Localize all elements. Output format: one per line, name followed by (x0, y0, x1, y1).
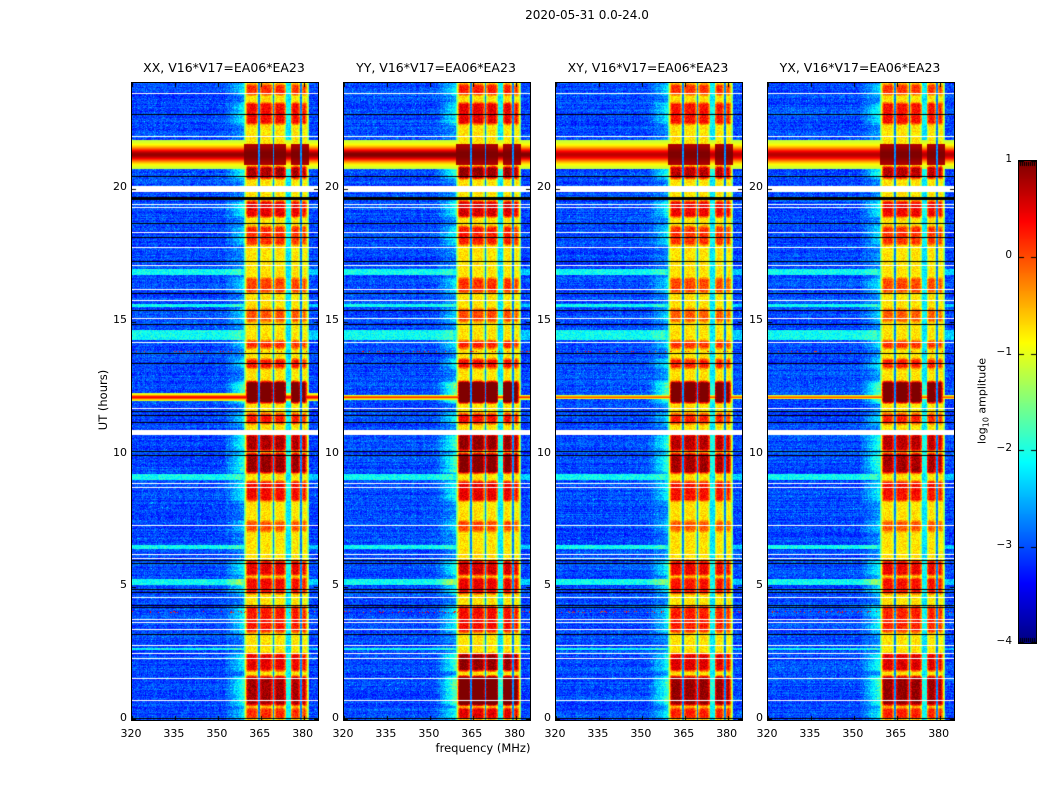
y-tick-label: 5 (756, 578, 763, 592)
x-tick-label: 335 (587, 727, 609, 740)
y-tick-label: 0 (544, 711, 551, 724)
spectrogram-xy (555, 82, 743, 721)
y-axis-label: UT (hours) (96, 369, 110, 431)
y-tick-label: 5 (120, 578, 127, 592)
y-tick-label: 5 (544, 578, 551, 592)
colorbar-tick-label: −2 (996, 442, 1012, 455)
y-tick-label: 10 (325, 445, 339, 459)
x-tick-label: 320 (120, 727, 142, 740)
y-tick-label: 20 (113, 180, 127, 194)
colorbar-tick-label: 0 (1005, 249, 1012, 262)
panel-xx: XX, V16*V17=EA06*EA23 (131, 0, 319, 800)
x-tick-label: 380 (504, 727, 526, 740)
x-tick-label: 365 (249, 727, 271, 740)
figure-title: 2020-05-31 0.0-24.0 (525, 8, 649, 22)
y-tick-label: 15 (325, 312, 339, 326)
y-tick-label: 0 (332, 711, 339, 724)
y-tick-label: 20 (749, 180, 763, 194)
panel-title-xy: XY, V16*V17=EA06*EA23 (567, 60, 729, 75)
x-tick-label: 350 (418, 727, 440, 740)
panel-title-yy: YY, V16*V17=EA06*EA23 (356, 60, 516, 75)
x-tick-label: 350 (206, 727, 228, 740)
x-tick-label: 350 (842, 727, 864, 740)
y-tick-label: 10 (537, 445, 551, 459)
y-tick-label: 15 (537, 312, 551, 326)
spectrogram-yy (343, 82, 531, 721)
panel-title-xx: XX, V16*V17=EA06*EA23 (143, 60, 305, 75)
x-tick-label: 380 (928, 727, 950, 740)
colorbar-label: log10 amplitude (975, 357, 991, 445)
spectrogram-xx (131, 82, 319, 721)
y-tick-label: 5 (332, 578, 339, 592)
x-tick-label: 365 (461, 727, 483, 740)
panel-xy: XY, V16*V17=EA06*EA23 (555, 0, 743, 800)
y-tick-label: 20 (325, 180, 339, 194)
panel-title-yx: YX, V16*V17=EA06*EA23 (779, 60, 941, 75)
x-tick-label: 320 (332, 727, 354, 740)
x-axis-label: frequency (MHz) (435, 741, 531, 755)
x-tick-label: 380 (716, 727, 738, 740)
colorbar (1018, 160, 1037, 644)
x-tick-label: 320 (544, 727, 566, 740)
y-tick-label: 20 (537, 180, 551, 194)
x-tick-label: 335 (799, 727, 821, 740)
colorbar-tick-label: −4 (996, 635, 1012, 647)
x-tick-label: 380 (292, 727, 314, 740)
y-tick-label: 0 (120, 711, 127, 724)
x-tick-label: 335 (375, 727, 397, 740)
spectrogram-yx (767, 82, 955, 721)
y-tick-label: 15 (749, 312, 763, 326)
x-tick-label: 365 (885, 727, 907, 740)
x-tick-label: 335 (163, 727, 185, 740)
y-tick-label: 10 (113, 445, 127, 459)
y-tick-label: 15 (113, 312, 127, 326)
colorbar-tick-label: −1 (996, 345, 1012, 358)
y-tick-label: 0 (756, 711, 763, 724)
colorbar-tick-label: 1 (1005, 153, 1012, 165)
colorbar-tick-label: −3 (996, 538, 1012, 551)
y-tick-label: 10 (749, 445, 763, 459)
panel-yx: YX, V16*V17=EA06*EA23 (767, 0, 955, 800)
x-tick-label: 320 (756, 727, 778, 740)
panel-yy: YY, V16*V17=EA06*EA23 (343, 0, 531, 800)
x-tick-label: 365 (673, 727, 695, 740)
x-tick-label: 350 (630, 727, 652, 740)
